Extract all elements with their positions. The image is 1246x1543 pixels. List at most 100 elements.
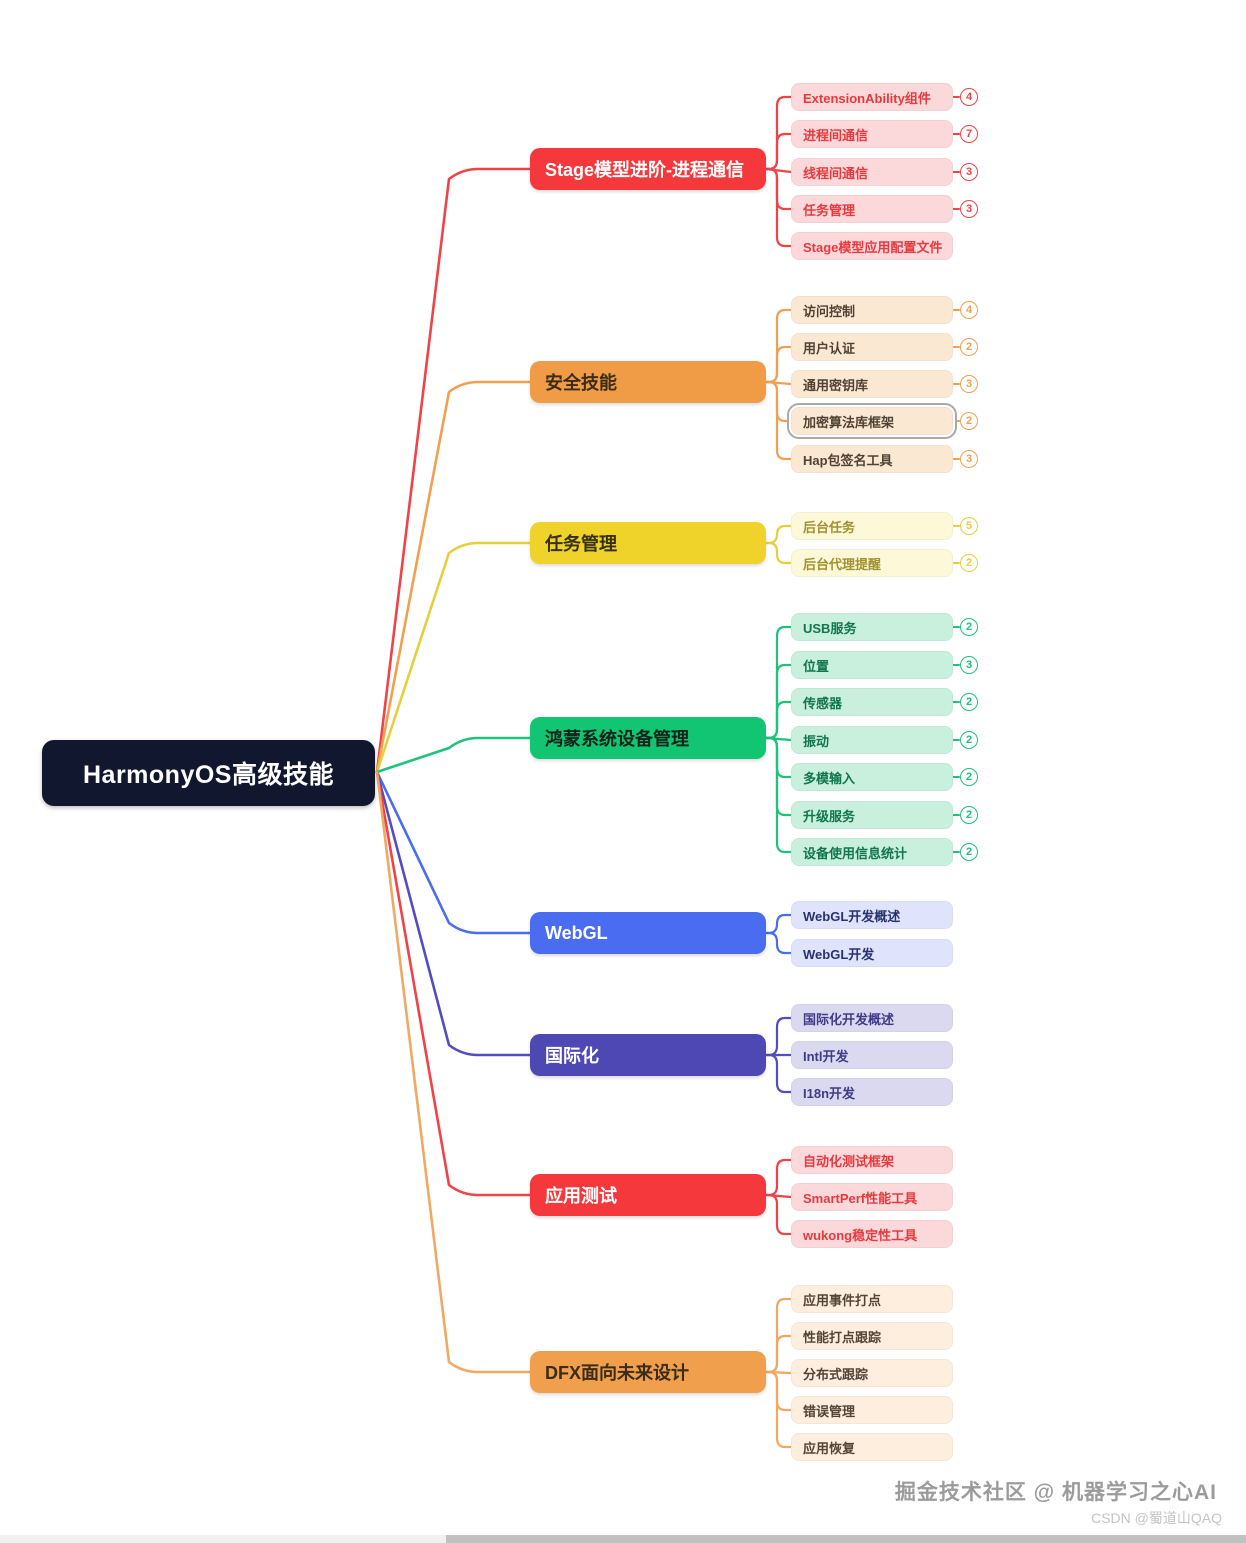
count-badge[interactable]: 2 bbox=[960, 338, 978, 356]
child-node[interactable]: 国际化开发概述 bbox=[791, 1004, 953, 1032]
child-label: 多模输入 bbox=[803, 770, 856, 786]
child-node[interactable]: 应用事件打点 bbox=[791, 1285, 953, 1313]
count-badge[interactable]: 2 bbox=[960, 806, 978, 824]
watermark-csdn: CSDN @蜀道山QAQ bbox=[1091, 1510, 1222, 1526]
child-label: 升级服务 bbox=[803, 808, 856, 824]
child-label: Intl开发 bbox=[803, 1048, 849, 1064]
child-node[interactable]: 多模输入 bbox=[791, 763, 953, 791]
child-node[interactable]: 设备使用信息统计 bbox=[791, 838, 953, 866]
branch-node[interactable]: WebGL bbox=[530, 912, 766, 954]
count-badge[interactable]: 2 bbox=[960, 554, 978, 572]
branch-label: 鸿蒙系统设备管理 bbox=[545, 729, 689, 749]
child-label: 性能打点跟踪 bbox=[803, 1329, 882, 1345]
branch-node[interactable]: 安全技能 bbox=[530, 361, 766, 403]
child-label: 国际化开发概述 bbox=[803, 1011, 895, 1027]
child-label: 后台代理提醒 bbox=[803, 556, 882, 572]
child-node[interactable]: 进程间通信 bbox=[791, 120, 953, 148]
branch-node[interactable]: 鸿蒙系统设备管理 bbox=[530, 717, 766, 759]
child-node[interactable]: 位置 bbox=[791, 651, 953, 679]
branch-node[interactable]: 任务管理 bbox=[530, 522, 766, 564]
child-label: 位置 bbox=[803, 658, 830, 674]
scrollbar-thumb[interactable] bbox=[446, 1535, 1246, 1543]
child-label: 线程间通信 bbox=[803, 165, 869, 181]
branch-node[interactable]: Stage模型进阶-进程通信 bbox=[530, 148, 766, 190]
child-label: USB服务 bbox=[803, 620, 857, 636]
child-node[interactable]: 后台代理提醒 bbox=[791, 549, 953, 577]
child-label: 传感器 bbox=[803, 695, 843, 711]
child-node[interactable]: 应用恢复 bbox=[791, 1433, 953, 1461]
root-label: HarmonyOS高级技能 bbox=[83, 761, 334, 789]
count-badge[interactable]: 4 bbox=[960, 301, 978, 319]
child-node[interactable]: I18n开发 bbox=[791, 1078, 953, 1106]
child-node[interactable]: 错误管理 bbox=[791, 1396, 953, 1424]
child-label: ExtensionAbility组件 bbox=[803, 90, 931, 106]
child-label: 错误管理 bbox=[803, 1403, 856, 1419]
child-node[interactable]: 通用密钥库 bbox=[791, 370, 953, 398]
root-node[interactable]: HarmonyOS高级技能 bbox=[42, 740, 375, 806]
branch-node[interactable]: DFX面向未来设计 bbox=[530, 1351, 766, 1393]
count-badge[interactable]: 4 bbox=[960, 88, 978, 106]
count-badge[interactable]: 3 bbox=[960, 163, 978, 181]
child-node[interactable]: 用户认证 bbox=[791, 333, 953, 361]
child-node[interactable]: 分布式跟踪 bbox=[791, 1359, 953, 1387]
child-node[interactable]: 线程间通信 bbox=[791, 158, 953, 186]
horizontal-scrollbar[interactable] bbox=[0, 1535, 1246, 1543]
branch-node[interactable]: 应用测试 bbox=[530, 1174, 766, 1216]
child-label: 自动化测试框架 bbox=[803, 1153, 895, 1169]
child-label: Hap包签名工具 bbox=[803, 452, 893, 468]
child-node[interactable]: WebGL开发 bbox=[791, 939, 953, 967]
count-badge[interactable]: 2 bbox=[960, 843, 978, 861]
child-node[interactable]: 访问控制 bbox=[791, 296, 953, 324]
child-label: wukong稳定性工具 bbox=[803, 1227, 918, 1243]
count-badge[interactable]: 3 bbox=[960, 656, 978, 674]
count-badge[interactable]: 2 bbox=[960, 412, 978, 430]
child-label: 设备使用信息统计 bbox=[803, 845, 908, 861]
child-node[interactable]: Stage模型应用配置文件 bbox=[791, 232, 953, 260]
child-node[interactable]: wukong稳定性工具 bbox=[791, 1220, 953, 1248]
branch-label: 应用测试 bbox=[545, 1186, 617, 1206]
count-badge[interactable]: 3 bbox=[960, 450, 978, 468]
count-badge[interactable]: 3 bbox=[960, 200, 978, 218]
child-node[interactable]: 加密算法库框架 bbox=[791, 407, 953, 435]
child-node[interactable]: 传感器 bbox=[791, 688, 953, 716]
child-label: WebGL开发 bbox=[803, 946, 875, 962]
child-node[interactable]: Hap包签名工具 bbox=[791, 445, 953, 473]
child-node[interactable]: 性能打点跟踪 bbox=[791, 1322, 953, 1350]
child-label: 访问控制 bbox=[803, 303, 856, 319]
count-badge[interactable]: 2 bbox=[960, 731, 978, 749]
child-node[interactable]: 升级服务 bbox=[791, 801, 953, 829]
branch-label: 安全技能 bbox=[545, 373, 617, 393]
count-badge[interactable]: 3 bbox=[960, 375, 978, 393]
branch-label: DFX面向未来设计 bbox=[545, 1363, 689, 1383]
child-label: Stage模型应用配置文件 bbox=[803, 239, 943, 255]
child-node[interactable]: ExtensionAbility组件 bbox=[791, 83, 953, 111]
branch-label: 国际化 bbox=[545, 1046, 599, 1066]
count-badge[interactable]: 2 bbox=[960, 768, 978, 786]
child-node[interactable]: 后台任务 bbox=[791, 512, 953, 540]
child-label: 加密算法库框架 bbox=[803, 414, 895, 430]
child-node[interactable]: WebGL开发概述 bbox=[791, 901, 953, 929]
child-label: 应用事件打点 bbox=[803, 1292, 882, 1308]
count-badge[interactable]: 5 bbox=[960, 517, 978, 535]
branch-label: Stage模型进阶-进程通信 bbox=[545, 160, 745, 180]
child-label: 用户认证 bbox=[803, 340, 856, 356]
child-label: I18n开发 bbox=[803, 1085, 856, 1101]
child-node[interactable]: 振动 bbox=[791, 726, 953, 754]
child-label: WebGL开发概述 bbox=[803, 908, 901, 924]
count-badge[interactable]: 7 bbox=[960, 125, 978, 143]
child-node[interactable]: 自动化测试框架 bbox=[791, 1146, 953, 1174]
count-badge[interactable]: 2 bbox=[960, 618, 978, 636]
child-label: 后台任务 bbox=[803, 519, 856, 535]
child-label: 通用密钥库 bbox=[803, 377, 869, 393]
branch-node[interactable]: 国际化 bbox=[530, 1034, 766, 1076]
child-node[interactable]: Intl开发 bbox=[791, 1041, 953, 1069]
child-label: SmartPerf性能工具 bbox=[803, 1190, 918, 1206]
child-node[interactable]: USB服务 bbox=[791, 613, 953, 641]
child-label: 分布式跟踪 bbox=[803, 1366, 869, 1382]
child-label: 进程间通信 bbox=[803, 127, 869, 143]
child-node[interactable]: 任务管理 bbox=[791, 195, 953, 223]
count-badge[interactable]: 2 bbox=[960, 693, 978, 711]
child-node[interactable]: SmartPerf性能工具 bbox=[791, 1183, 953, 1211]
